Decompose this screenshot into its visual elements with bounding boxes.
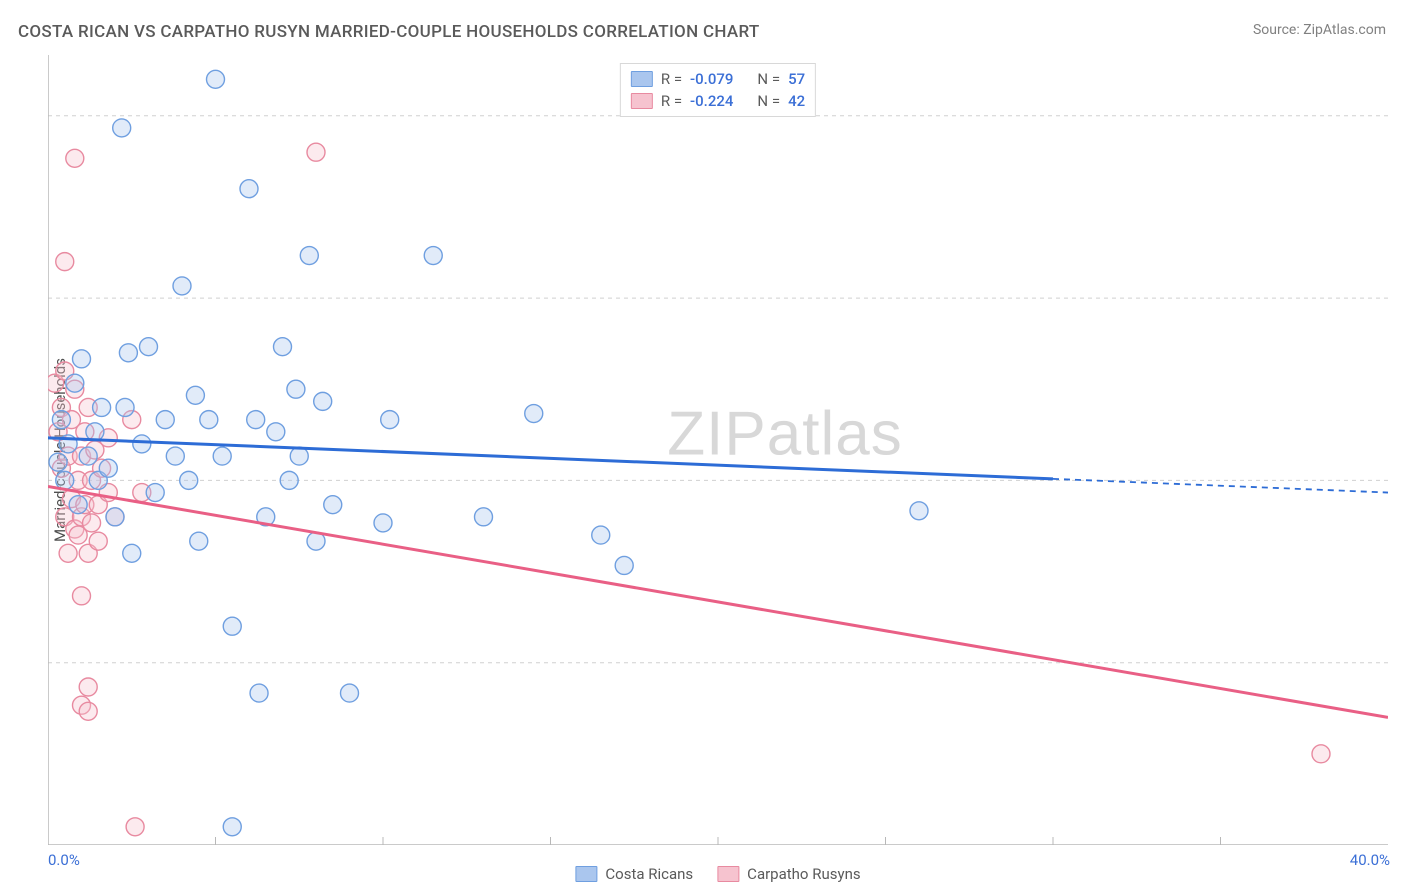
n-value-1: 57 [788, 70, 805, 88]
n-label: N = [757, 70, 780, 88]
r-value-1: -0.079 [690, 70, 733, 88]
source-label: Source: [1253, 22, 1303, 38]
x-tick-min: 0.0% [48, 851, 80, 869]
n-label: N = [757, 92, 780, 110]
scatter-plot [48, 55, 1388, 845]
r-label: R = [661, 92, 682, 110]
legend-series: Costa Ricans Carpatho Rusyns [575, 865, 860, 883]
source-link[interactable]: ZipAtlas.com [1303, 22, 1386, 38]
legend-stats-row-1: R = -0.079 N = 57 [631, 68, 805, 90]
legend-swatch-2 [631, 93, 653, 109]
legend-swatch-carpatho-rusyns [717, 866, 739, 882]
r-value-2: -0.224 [690, 92, 733, 110]
source-attribution: Source: ZipAtlas.com [1253, 22, 1386, 38]
legend-label-1: Costa Ricans [605, 865, 693, 883]
legend-item-1: Costa Ricans [575, 865, 693, 883]
chart-title: COSTA RICAN VS CARPATHO RUSYN MARRIED-CO… [18, 22, 760, 42]
chart-area: Married-couple Households ZIPatlas R = -… [48, 55, 1388, 845]
legend-label-2: Carpatho Rusyns [747, 865, 860, 883]
legend-stats-row-2: R = -0.224 N = 42 [631, 90, 805, 112]
r-label: R = [661, 70, 682, 88]
legend-item-2: Carpatho Rusyns [717, 865, 860, 883]
legend-stats: R = -0.079 N = 57 R = -0.224 N = 42 [620, 63, 816, 117]
x-tick-max: 40.0% [1350, 851, 1390, 869]
n-value-2: 42 [788, 92, 805, 110]
legend-swatch-1 [631, 71, 653, 87]
legend-swatch-costa-ricans [575, 866, 597, 882]
chart-container: COSTA RICAN VS CARPATHO RUSYN MARRIED-CO… [0, 0, 1406, 892]
